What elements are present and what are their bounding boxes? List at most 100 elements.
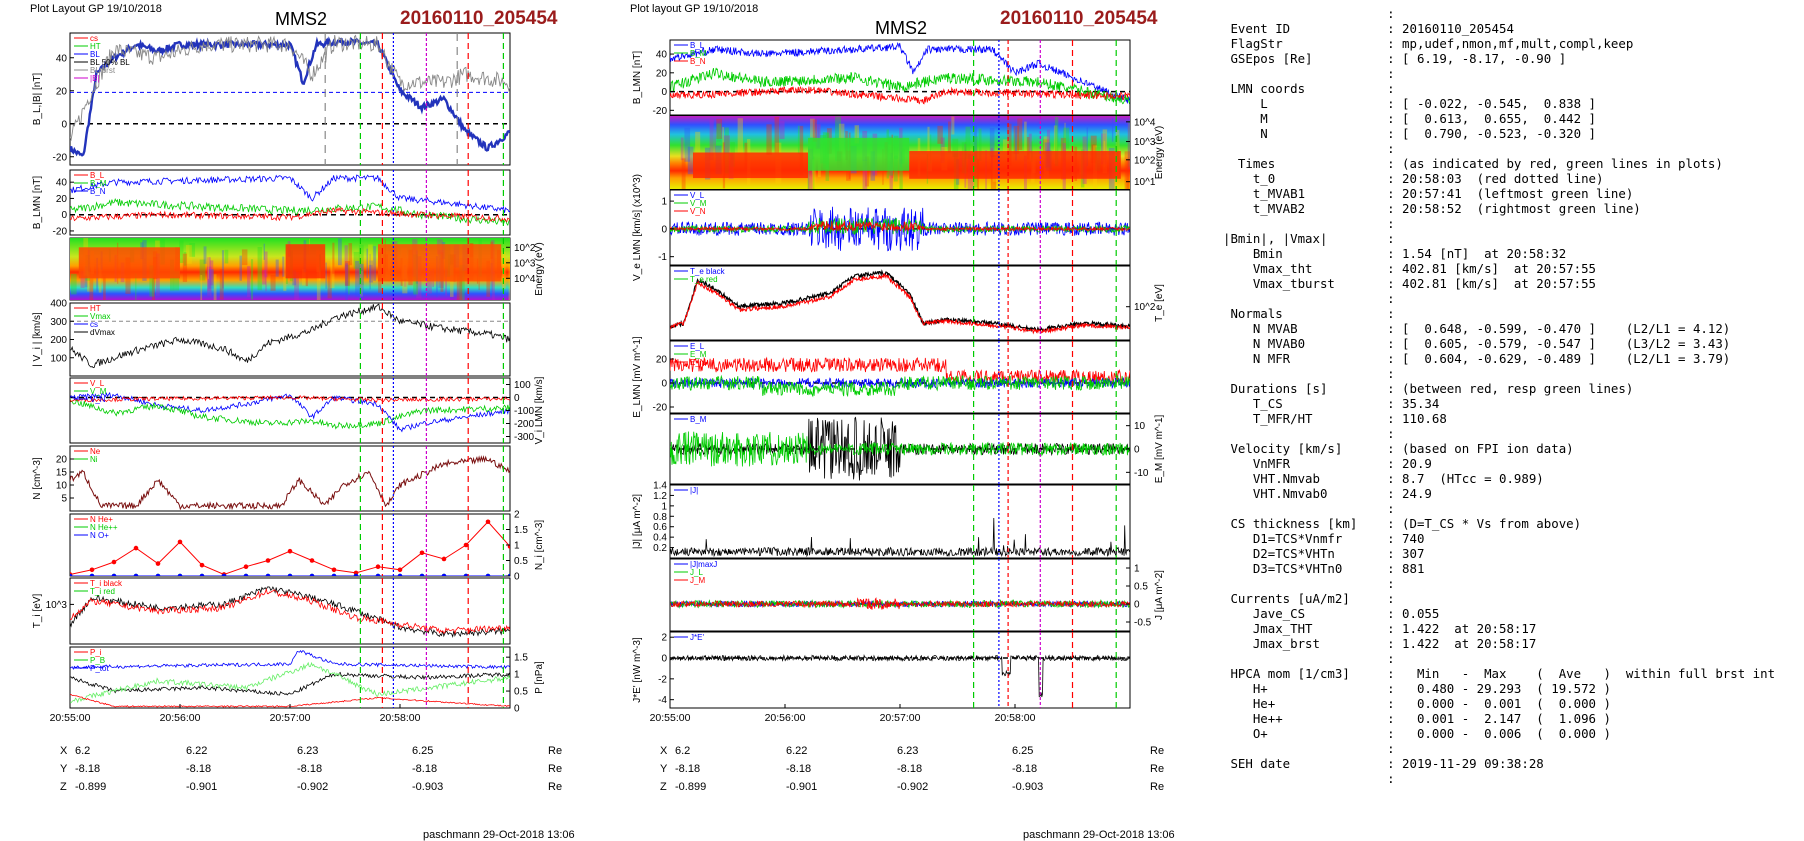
spectrogram-streak <box>709 119 714 161</box>
info-row: Vmax_tburst : 402.81 [km/s] at 20:57:55 <box>1223 276 1596 291</box>
legend-entry: B_M <box>690 415 707 424</box>
spectrogram-streak <box>241 249 248 266</box>
spectrogram-streak <box>199 259 206 281</box>
data-point <box>375 573 381 576</box>
series-line <box>70 303 510 369</box>
info-row: He++ : 0.001 - 2.147 ( 1.096 ) <box>1223 711 1611 726</box>
spacecraft-title-mid: MMS2 <box>875 18 928 38</box>
info-row: : <box>1223 771 1403 786</box>
series-line <box>70 649 510 670</box>
panel-plot-area <box>670 40 1130 115</box>
spectrogram-streak <box>766 124 772 155</box>
data-point <box>70 573 73 576</box>
data-point <box>199 562 205 568</box>
legend-entry: BL 50% BL <box>90 58 130 67</box>
legend-entry: V_M <box>690 199 707 208</box>
y-tick-label: 10^2 <box>1134 155 1156 166</box>
spectrogram-streak <box>508 262 510 300</box>
info-row: H+ : 0.480 - 29.293 ( 19.572 ) <box>1223 681 1611 696</box>
coord-unit: Re <box>548 745 563 757</box>
panel-plot-area <box>70 303 510 376</box>
data-point <box>353 573 359 576</box>
y-tick-label: 0 <box>1134 445 1140 456</box>
coord-value: -8.18 <box>786 763 812 775</box>
panel-plot-area <box>670 116 1130 189</box>
legend-entry: Vmax <box>90 312 110 321</box>
legend-entry: T_e black <box>690 267 726 276</box>
coord-name: Z <box>660 781 667 793</box>
legend-entry: T_i black <box>90 579 123 588</box>
data-point <box>309 573 315 576</box>
y-tick-label: 1.5 <box>514 653 528 664</box>
spectrogram-streak <box>345 264 349 286</box>
info-row: N MVAB : [ 0.648, -0.599, -0.470 ] (L2/L… <box>1223 321 1731 336</box>
spectrogram-streak <box>799 125 804 176</box>
y-tick-label: 20 <box>56 194 68 205</box>
spectrogram-streak <box>265 273 267 292</box>
coord-unit: Re <box>1150 763 1165 775</box>
y-tick-label: 40 <box>56 53 68 64</box>
spectrogram-streak <box>213 274 217 300</box>
data-point <box>375 564 381 569</box>
spectrogram-streak <box>456 271 463 300</box>
spectrogram-streak <box>1128 120 1130 167</box>
spectrogram-streak <box>855 126 858 146</box>
spectrogram-streak <box>951 116 955 135</box>
y-tick-label: 10^2 <box>514 243 536 254</box>
y-tick-label: 5 <box>61 494 67 505</box>
info-row: VHT.Nmvab0 : 24.9 <box>1223 486 1432 501</box>
spectrogram-streak <box>151 269 156 300</box>
y-tick-label: 1 <box>1134 564 1140 575</box>
y-tick-label: -10 <box>1134 468 1149 479</box>
y-tick-label: 0 <box>661 224 667 235</box>
coord-value: -0.903 <box>1012 781 1044 793</box>
info-row: He+ : 0.000 - 0.001 ( 0.000 ) <box>1223 696 1611 711</box>
series-line <box>670 221 1130 232</box>
spectrogram-streak <box>207 256 209 279</box>
spectrogram-streak <box>812 119 817 142</box>
panel-left-7: 0 0.5 1 1.5 2 N_i [cm^-3] N He+N He++N O+ <box>69 510 545 583</box>
coord-value: -8.18 <box>897 763 923 775</box>
spectrogram-streak <box>1007 123 1012 166</box>
panel-plot-area <box>670 190 1130 265</box>
panel-frame <box>669 631 1131 709</box>
series-line <box>670 67 1130 105</box>
info-row: Normals : <box>1223 306 1403 321</box>
y-axis-label: T_e [eV] <box>1154 284 1165 322</box>
data-point <box>331 567 337 573</box>
spectrogram-streak <box>316 267 321 300</box>
legend-entry: V_L <box>90 379 105 388</box>
spectrogram-streak <box>1115 134 1119 161</box>
data-point <box>287 573 293 576</box>
spectrogram-streak <box>723 135 730 154</box>
spacecraft-title-left: MMS2 <box>275 9 328 29</box>
y-axis-label: | V_i | [km/s] <box>32 312 43 367</box>
spectrogram-streak <box>940 137 945 163</box>
panel-mid-7: 0.20.40.60.811.21.4 |J| [μA m^-2] |J| <box>632 481 1131 559</box>
legend-entry: P_B <box>90 656 105 665</box>
spectrogram-streak <box>716 123 722 142</box>
series-line <box>670 269 1130 334</box>
spectrogram-streak <box>817 119 820 148</box>
data-point <box>419 550 425 556</box>
data-point <box>331 573 337 576</box>
spectrogram-streak <box>1043 139 1050 155</box>
legend-entry: E_M <box>690 350 707 359</box>
spectrogram-streak <box>807 155 810 189</box>
data-point <box>133 573 139 576</box>
spectrogram-streak <box>1111 118 1114 142</box>
series-line <box>70 174 510 213</box>
data-point <box>199 573 205 576</box>
y-tick-label: 0 <box>661 87 667 98</box>
panel-left-9: 0 0.5 1 1.5 P [nPa] P_iP_BP_tot <box>69 646 545 715</box>
info-row: : <box>1223 426 1403 441</box>
series-line <box>670 597 1130 610</box>
series-line <box>70 34 510 142</box>
spectrogram-streak <box>224 249 229 264</box>
y-tick-label: -20 <box>53 152 68 163</box>
spectrogram-band <box>285 244 326 279</box>
data-point <box>89 573 95 576</box>
